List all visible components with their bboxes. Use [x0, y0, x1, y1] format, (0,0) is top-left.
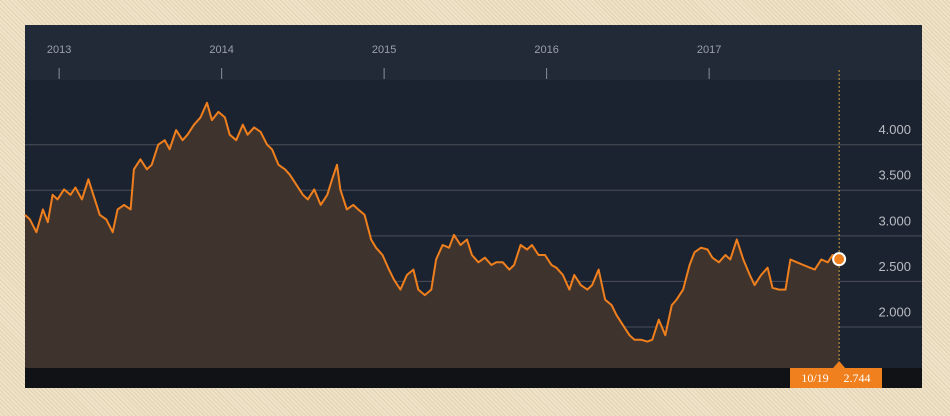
- area-fill: [25, 102, 840, 369]
- y-tick-label: 3.000: [878, 213, 911, 228]
- x-tick-label: 2015: [372, 44, 396, 56]
- time-axis-band: [25, 25, 922, 80]
- last-point: [832, 252, 847, 267]
- end-tag: [790, 368, 882, 388]
- y-tick-label: 4.000: [878, 122, 911, 137]
- end-tag-pointer: [833, 361, 846, 368]
- y-tick-label: 3.500: [878, 168, 911, 183]
- y-tick-label: 2.500: [878, 259, 911, 274]
- x-tick-label: 2014: [209, 44, 233, 56]
- bottom-strip: [25, 368, 922, 388]
- x-tick-label: 2016: [534, 44, 558, 56]
- series-line: [24, 101, 840, 343]
- end-tag-date: 10/19: [801, 371, 828, 385]
- y-tick-label: 2.000: [878, 304, 911, 319]
- x-tick-label: 2017: [697, 44, 721, 56]
- x-tick-label: 2013: [47, 44, 71, 56]
- end-tag-value: 2.744: [844, 371, 871, 385]
